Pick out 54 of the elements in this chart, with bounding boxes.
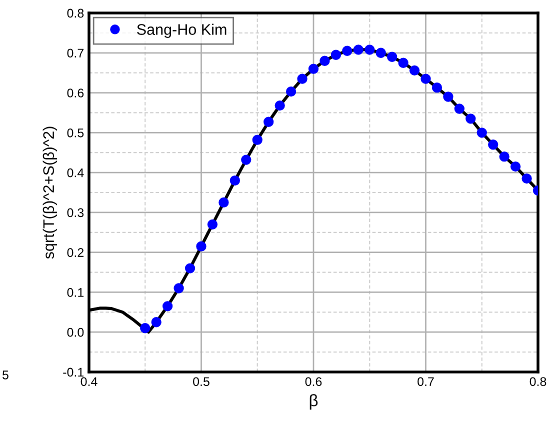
point — [196, 241, 206, 252]
point — [409, 65, 420, 76]
y-tick-label: 0.6 — [67, 88, 84, 98]
y-tick-label: 0.0 — [67, 328, 84, 337]
point — [264, 116, 274, 127]
point — [320, 56, 330, 66]
point — [274, 100, 285, 111]
point — [353, 44, 364, 55]
point — [230, 175, 240, 186]
point — [174, 283, 184, 294]
x-axis-title: β — [310, 394, 318, 410]
y-tick-label: 0.4 — [67, 168, 84, 178]
y-tick-label: -0.1 — [63, 368, 84, 377]
point — [443, 92, 454, 102]
y-tick-label: 0.1 — [67, 288, 84, 297]
y-tick-label: 0.5 — [67, 128, 84, 138]
point — [398, 58, 408, 68]
point — [386, 52, 398, 62]
point — [488, 140, 498, 150]
y-tick-label: 0.8 — [67, 8, 84, 18]
x-tick-label: 0.4 — [80, 377, 98, 386]
y-tick-label: 0.3 — [67, 208, 84, 218]
text: 5 — [2, 370, 8, 380]
point — [499, 152, 510, 162]
point — [522, 173, 532, 184]
x-tick-label: 0.5 — [193, 377, 210, 386]
legend-label: Sang-Ho Kim — [137, 24, 226, 38]
point — [184, 263, 196, 274]
point — [218, 197, 229, 208]
point — [454, 104, 465, 114]
point — [140, 323, 150, 334]
point — [252, 134, 262, 145]
point — [376, 48, 386, 58]
point — [207, 219, 218, 230]
y-tick-label: 0.2 — [67, 248, 84, 257]
point — [308, 64, 319, 74]
x-tick-label: 0.6 — [305, 377, 322, 386]
point — [151, 317, 162, 328]
point — [510, 161, 521, 172]
point — [297, 74, 308, 84]
point — [241, 154, 252, 165]
point — [162, 301, 173, 312]
point — [466, 114, 476, 124]
x-tick-label: 0.8 — [530, 377, 546, 386]
point — [420, 74, 431, 84]
x-tick-label: 0.7 — [418, 377, 434, 386]
point — [330, 50, 342, 60]
point — [476, 128, 487, 138]
point — [286, 86, 296, 97]
y-tick-label: 0.7 — [67, 48, 84, 58]
point — [342, 46, 352, 56]
point — [364, 44, 375, 55]
y-axis-title: sqrt(T(β)^2+S(β)^2) — [42, 126, 58, 259]
point — [432, 82, 442, 93]
